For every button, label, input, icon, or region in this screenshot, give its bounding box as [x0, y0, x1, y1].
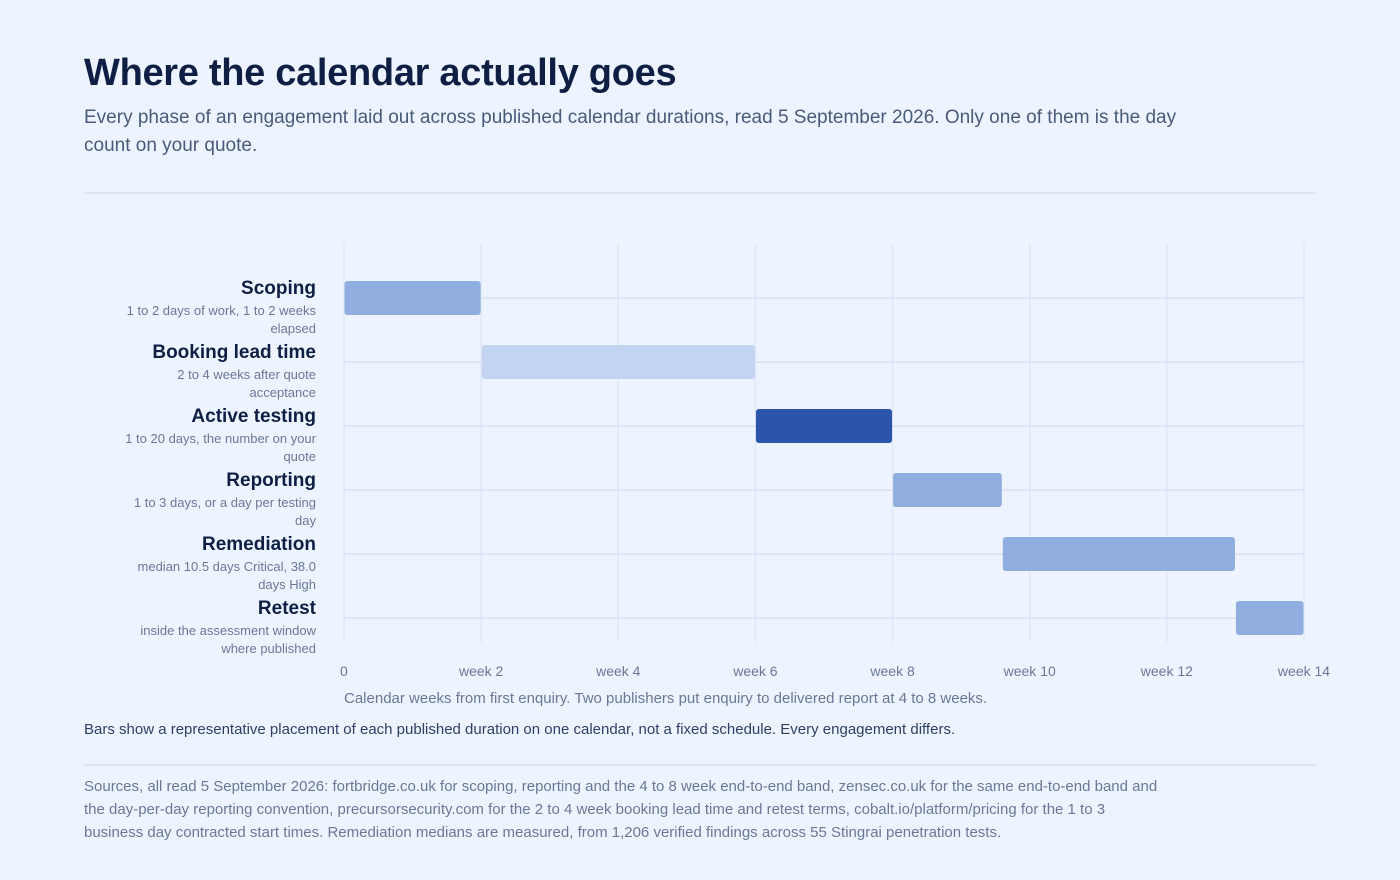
- row-label: Reporting: [226, 470, 316, 491]
- row-detail: 1 to 20 days, the number on your: [125, 431, 316, 446]
- row-detail: elapsed: [270, 321, 316, 336]
- gantt-chart: Scoping 1 to 2 days of work, 1 to 2 weeks…: [125, 244, 1330, 679]
- row-label: Scoping: [241, 278, 316, 299]
- x-tick-label: week 4: [595, 663, 641, 679]
- row-detail: day: [295, 513, 316, 528]
- top-divider: [84, 192, 1316, 194]
- row-detail: where published: [220, 641, 316, 656]
- x-tick-label: 0: [340, 663, 348, 679]
- row-detail: days High: [258, 577, 316, 592]
- row-detail: acceptance: [250, 385, 317, 400]
- bar-remediation: [1002, 537, 1235, 571]
- chart-note: Bars show a representative placement of …: [84, 721, 956, 738]
- chart-title: Where the calendar actually goes: [84, 52, 677, 94]
- bottom-divider: [84, 764, 1316, 766]
- row-label: Retest: [258, 598, 317, 619]
- chart-subtitle: Every phase of an engagement laid out ac…: [84, 107, 1177, 156]
- x-tick-label: week 10: [1003, 663, 1056, 679]
- row-label: Active testing: [191, 406, 316, 427]
- x-tick-label: week 8: [869, 663, 915, 679]
- row-detail: 1 to 2 days of work, 1 to 2 weeks: [127, 303, 317, 318]
- sources-text: Sources, all read 5 September 2026: fort…: [84, 778, 1158, 841]
- x-axis-caption: Calendar weeks from first enquiry. Two p…: [344, 690, 988, 707]
- row-detail: inside the assessment window: [140, 623, 316, 638]
- bar-booking-lead-time: [481, 345, 755, 379]
- row-label: Booking lead time: [152, 342, 316, 363]
- row-label: Remediation: [202, 534, 316, 555]
- x-tick-label: week 6: [732, 663, 778, 679]
- bar-scoping: [344, 281, 481, 315]
- bar-retest: [1235, 601, 1304, 635]
- row-detail: quote: [283, 449, 316, 464]
- row-detail: 1 to 3 days, or a day per testing: [134, 495, 316, 510]
- x-tick-label: week 2: [458, 663, 504, 679]
- x-tick-label: week 12: [1140, 663, 1193, 679]
- bar-reporting: [893, 473, 1002, 507]
- row-detail: 2 to 4 weeks after quote: [177, 367, 316, 382]
- row-detail: median 10.5 days Critical, 38.0: [138, 559, 316, 574]
- x-tick-label: week 14: [1277, 663, 1330, 679]
- bar-active-testing: [755, 409, 893, 443]
